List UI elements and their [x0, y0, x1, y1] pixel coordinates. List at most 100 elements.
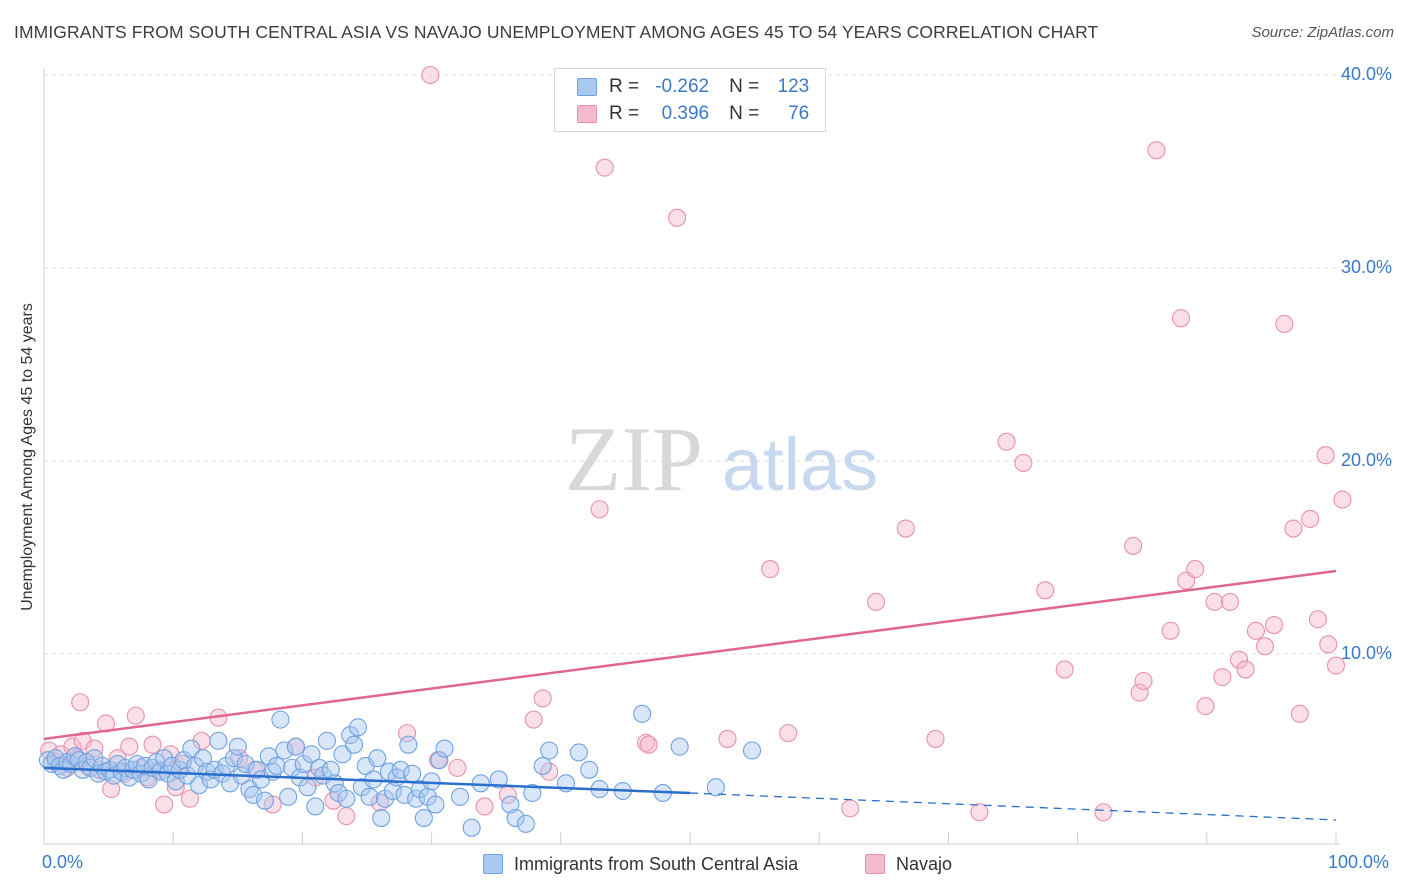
- legend-n-value: 123: [777, 76, 810, 97]
- navajo-point: [639, 735, 658, 754]
- immigrants-point: [435, 739, 454, 758]
- legend-row-navajo: R = 0.396 N = 76: [577, 102, 809, 126]
- immigrants-point: [345, 735, 364, 754]
- navajo-point: [1186, 560, 1205, 579]
- immigrants-point: [306, 797, 325, 816]
- legend-r-label: R =: [609, 103, 640, 124]
- navajo-point: [180, 789, 200, 808]
- immigrants-trend-extension: [689, 792, 1337, 821]
- immigrants-point: [360, 787, 379, 806]
- navajo-point: [1036, 581, 1055, 600]
- y-tick-label: 30.0%: [1340, 257, 1392, 277]
- immigrants-point: [376, 789, 395, 808]
- watermark-atlas: atlas: [722, 423, 878, 506]
- immigrants-point: [403, 764, 422, 783]
- immigrants-point: [407, 789, 426, 808]
- immigrants-point: [189, 776, 209, 795]
- navajo-point: [85, 739, 104, 758]
- navajo-point: [1316, 446, 1335, 465]
- y-tick-label: 20.0%: [1340, 450, 1392, 470]
- navajo-point: [1147, 141, 1166, 160]
- immigrants-point: [236, 754, 255, 774]
- watermark: ZIP atlas: [565, 408, 878, 510]
- navajo-point: [595, 158, 614, 177]
- immigrants-point: [418, 787, 437, 806]
- navajo-point: [337, 807, 356, 826]
- navajo-point: [1246, 621, 1265, 640]
- navajo-point: [970, 803, 989, 822]
- bottom-legend-swatch-blue: [483, 854, 503, 874]
- immigrants-point: [395, 785, 414, 804]
- navajo-point: [997, 432, 1016, 451]
- bottom-legend-label: Immigrants from South Central Asia: [514, 853, 799, 874]
- trend-lines: [43, 569, 1337, 821]
- immigrants-point: [85, 749, 104, 768]
- immigrants-point: [317, 731, 336, 750]
- navajo-point: [1196, 697, 1215, 716]
- immigrants-point: [178, 766, 197, 785]
- navajo-point: [1134, 671, 1153, 691]
- bottom-legend-immigrants: Immigrants from South Central Asia: [483, 852, 798, 876]
- immigrants-point: [430, 751, 449, 770]
- navajo-point: [1161, 621, 1180, 640]
- navajo-point: [71, 693, 90, 712]
- navajo-point: [1213, 668, 1232, 687]
- navajo-point: [1171, 309, 1191, 328]
- navajo-point: [1221, 592, 1240, 611]
- immigrants-point: [414, 808, 433, 828]
- source-credit: Source: ZipAtlas.com: [1251, 24, 1394, 41]
- navajo-point: [1301, 509, 1320, 528]
- navajo-point: [637, 733, 656, 752]
- x-tick-100: 100.0%: [1328, 852, 1390, 872]
- immigrants-point: [633, 704, 652, 723]
- bottom-legend-swatch-pink: [865, 854, 885, 874]
- navajo-point: [1236, 660, 1255, 679]
- immigrants-point: [348, 718, 368, 737]
- navajo-point: [1055, 660, 1074, 679]
- immigrants-point: [516, 814, 535, 833]
- navajo-point: [1264, 615, 1284, 635]
- navajo-point: [126, 706, 145, 725]
- navajo-point: [1290, 704, 1309, 723]
- immigrants-point: [333, 745, 352, 764]
- navajo-point: [120, 737, 139, 756]
- navajo-point: [1130, 683, 1149, 702]
- navajo-point: [166, 778, 185, 797]
- navajo-point: [1308, 610, 1327, 629]
- navajo-point: [1333, 490, 1352, 509]
- navajo-point: [590, 500, 609, 519]
- legend-r-label: R =: [609, 76, 640, 97]
- immigrants-trend-line: [43, 766, 691, 795]
- immigrants-point: [209, 731, 228, 750]
- y-tick-label: 40.0%: [1340, 64, 1392, 84]
- navajo-point: [866, 592, 886, 611]
- navajo-point: [896, 519, 915, 538]
- navajo-point: [143, 735, 162, 754]
- navajo-point: [779, 724, 798, 743]
- navajo-point: [1284, 519, 1303, 538]
- navajo-point: [533, 689, 552, 708]
- legend-r-value: -0.262: [655, 76, 710, 97]
- immigrants-point: [742, 741, 762, 760]
- immigrants-point: [706, 778, 725, 797]
- legend-n-value: 76: [788, 103, 810, 124]
- immigrants-point: [182, 739, 201, 758]
- immigrants-point: [244, 785, 263, 804]
- correlation-legend: R = -0.262 N = 123 R = 0.396 N = 76: [554, 68, 826, 132]
- navajo-point: [155, 795, 174, 814]
- immigrants-point: [670, 737, 689, 756]
- chart-title: IMMIGRANTS FROM SOUTH CENTRAL ASIA VS NA…: [14, 22, 1099, 42]
- immigrants-point: [248, 760, 267, 779]
- immigrants-point: [228, 737, 247, 756]
- navajo-point: [1255, 637, 1274, 656]
- navajo-point: [1205, 592, 1224, 611]
- legend-n-label: N =: [729, 103, 760, 124]
- navajo-point: [718, 729, 737, 748]
- bottom-legend-label: Navajo: [896, 853, 953, 874]
- immigrants-point: [501, 795, 520, 814]
- immigrants-point: [462, 818, 481, 837]
- immigrants-point: [368, 749, 387, 768]
- navajo-point: [1319, 635, 1338, 654]
- immigrants-point: [540, 741, 559, 760]
